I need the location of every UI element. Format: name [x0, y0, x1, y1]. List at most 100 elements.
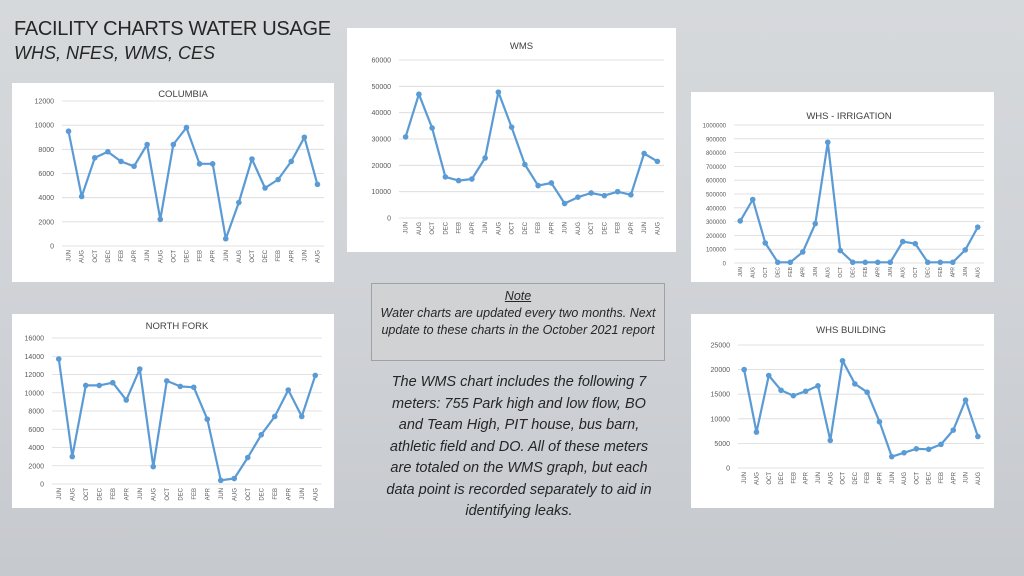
data-point: [109, 379, 116, 386]
data-point: [762, 240, 769, 246]
data-point: [177, 383, 184, 390]
data-point: [924, 259, 931, 266]
data-point: [91, 154, 98, 161]
y-tick-label: 500000: [706, 193, 727, 199]
x-tick-label: JUN: [738, 267, 744, 277]
data-point: [899, 238, 906, 245]
x-tick-label: JUN: [642, 222, 648, 234]
x-tick-label: OCT: [171, 250, 177, 263]
x-tick-label: APR: [876, 267, 882, 278]
data-point: [105, 148, 111, 155]
columbia-chart: COLUMBIA 0 2000 4000 6000 8000 10000 12000 JUN AU…: [12, 83, 334, 282]
data-point: [548, 180, 555, 186]
data-point: [131, 163, 137, 170]
x-tick-label: DEC: [259, 487, 265, 500]
x-tick-label: AUG: [902, 472, 908, 485]
x-tick-label: AUG: [158, 250, 164, 263]
data-point: [123, 397, 130, 403]
x-tick-label: JUN: [300, 488, 306, 500]
y-tick-label: 16000: [25, 336, 45, 343]
x-tick-label: APR: [470, 221, 476, 234]
x-tick-label: APR: [549, 221, 555, 234]
data-point: [601, 192, 608, 199]
x-tick-label: APR: [804, 471, 810, 484]
x-tick-label: AUG: [237, 250, 243, 263]
data-point: [314, 181, 321, 188]
y-tick-label: 12000: [35, 99, 55, 106]
series-line: [743, 359, 979, 458]
y-tick-label: 0: [726, 466, 730, 473]
x-tick-label: AUG: [751, 267, 757, 278]
y-tick-label: 0: [50, 244, 54, 251]
data-point: [588, 190, 594, 196]
data-point: [975, 433, 981, 440]
chart-svg: NORTH FORK 0 2000 4000 6000 8000 10000 12000 140…: [25, 321, 322, 501]
series-line: [739, 141, 979, 264]
x-tick-label: DEC: [776, 267, 782, 278]
x-tick-label: FEB: [863, 266, 869, 276]
x-tick-label: APR: [205, 487, 211, 500]
x-tick-label: AUG: [976, 472, 982, 485]
y-tick-label: 300000: [706, 220, 727, 226]
series-line: [57, 358, 317, 482]
note-heading: Note: [504, 289, 532, 303]
data-point: [55, 356, 62, 362]
x-tick-label: APR: [286, 487, 292, 500]
x-tick-label: DEC: [523, 221, 529, 234]
x-tick-label: OCT: [763, 267, 769, 278]
x-tick-label: JUN: [816, 472, 822, 484]
chart-title: COLUMBIA: [158, 89, 208, 100]
data-point: [815, 383, 821, 389]
chart-title: NORTH FORK: [146, 321, 209, 332]
x-tick-label: FEB: [457, 222, 463, 234]
x-tick-label: JUN: [964, 472, 970, 484]
x-tick-label: JUN: [219, 488, 225, 500]
data-point: [901, 449, 907, 456]
x-tick-label: JUN: [888, 267, 894, 277]
data-point: [136, 366, 143, 372]
data-point: [469, 176, 475, 182]
x-tick-label: AUG: [755, 472, 761, 485]
x-tick-label: OCT: [93, 250, 99, 263]
data-point: [641, 150, 647, 157]
y-tick-label: 8000: [38, 147, 54, 154]
data-point: [262, 185, 268, 191]
data-point: [236, 199, 242, 206]
data-point: [774, 259, 781, 266]
y-tick-label: 6000: [38, 171, 54, 178]
data-point: [614, 188, 621, 195]
y-tick-label: 15000: [711, 392, 731, 399]
x-tick-label: DEC: [602, 221, 608, 234]
x-tick-label: AUG: [826, 267, 832, 278]
data-point: [812, 220, 819, 227]
x-tick-label: FEB: [865, 472, 871, 484]
data-point: [628, 192, 634, 198]
x-tick-label: OCT: [841, 472, 847, 485]
x-tick-label: FEB: [198, 250, 204, 262]
y-tick-label: 25000: [711, 343, 731, 350]
y-tick-label: 0: [387, 216, 391, 223]
data-point: [144, 141, 150, 148]
x-tick-label: FEB: [273, 488, 279, 500]
data-point: [298, 413, 305, 420]
data-point: [416, 91, 422, 98]
data-point: [69, 453, 76, 460]
y-tick-label: 20000: [711, 367, 731, 374]
data-point: [778, 387, 784, 394]
y-tick-label: 200000: [706, 234, 727, 240]
data-point: [495, 89, 502, 95]
x-tick-label: FEB: [276, 250, 282, 262]
data-point: [285, 387, 292, 393]
x-tick-label: OCT: [838, 267, 844, 278]
wms-description: The WMS chart includes the following 7 m…: [386, 374, 652, 519]
x-tick-label: FEB: [111, 488, 117, 500]
x-tick-label: OCT: [250, 250, 256, 263]
data-point: [78, 193, 85, 200]
y-tick-label: 1000000: [703, 124, 727, 130]
wms-chart: WMS 0 10000 20000 30000 40000 50000 60000 JUN AUG…: [347, 28, 676, 252]
data-point: [799, 249, 806, 255]
y-tick-label: 100000: [706, 248, 727, 254]
x-tick-label: AUG: [313, 488, 319, 501]
y-tick-label: 6000: [28, 427, 44, 434]
x-tick-label: APR: [289, 249, 295, 262]
